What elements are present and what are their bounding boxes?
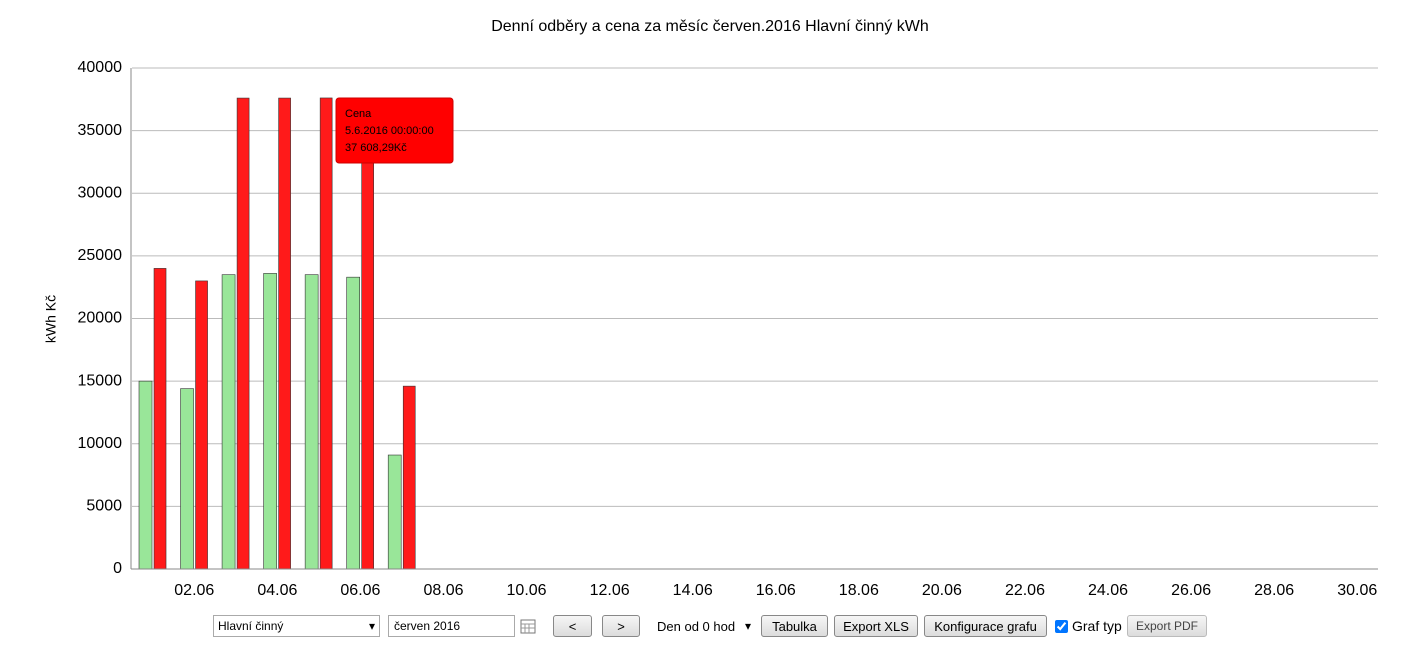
tooltip-value: 37 608,29Kč <box>345 142 407 154</box>
day-start-select[interactable]: Den od 0 hod ▾ <box>653 615 755 637</box>
dropdown-arrow: ▾ <box>744 619 751 633</box>
x-tick-label: 16.06 <box>756 582 796 599</box>
x-tick-label: 12.06 <box>590 582 630 599</box>
checkbox[interactable] <box>1055 619 1068 633</box>
tooltip-box <box>335 97 454 164</box>
y-axis-label: kWh Kč <box>43 295 59 343</box>
x-tick-label: 18.06 <box>839 582 879 599</box>
bar <box>319 97 333 570</box>
graph-type-text: Graf typ <box>1072 618 1122 634</box>
y-tick-label: 0 <box>113 560 122 577</box>
y-tick-label: 30000 <box>78 184 123 201</box>
prev-text: < <box>568 618 577 634</box>
chart-title: Denní odběry a cena za měsíc červen.2016… <box>491 18 929 35</box>
x-tick-label: 02.06 <box>174 582 214 599</box>
calendar-icon[interactable] <box>520 615 538 637</box>
x-tick-label: 10.06 <box>507 582 547 599</box>
button-text: Export PDF <box>1135 619 1198 633</box>
bar <box>195 280 208 570</box>
button-text: Konfigurace grafu <box>934 618 1037 634</box>
x-tick-label: 28.06 <box>1254 582 1294 599</box>
y-tick-label: 25000 <box>78 247 123 264</box>
export-pdf-button[interactable]: Export PDF <box>1127 615 1207 637</box>
y-tick-label: 40000 <box>78 59 123 76</box>
export-xls-button[interactable]: Export XLS <box>834 615 918 637</box>
tooltip: Cena 5.6.2016 00:00:00 37 608,29Kč <box>335 97 454 164</box>
bar <box>387 454 402 570</box>
x-tick-label: 06.06 <box>340 582 380 599</box>
meter-text: Hlavní činný <box>218 619 284 633</box>
button-text: Export XLS <box>843 618 909 634</box>
calendar-svg <box>520 619 536 634</box>
bar <box>278 97 291 570</box>
y-tick-label: 20000 <box>78 310 123 327</box>
bar <box>346 276 360 570</box>
x-tick-label: 26.06 <box>1171 582 1211 599</box>
bar <box>180 388 194 570</box>
x-tick-label: 08.06 <box>423 582 463 599</box>
next-button[interactable]: > <box>602 615 640 637</box>
table-button[interactable]: Tabulka <box>761 615 828 637</box>
prev-button[interactable]: < <box>553 615 592 637</box>
bar <box>402 385 416 570</box>
bar <box>304 274 319 570</box>
dropdown-arrow: ▾ <box>368 619 375 633</box>
x-tick-label: 14.06 <box>673 582 713 599</box>
bar <box>221 274 236 570</box>
month-text: červen 2016 <box>394 619 461 633</box>
x-tick-label: 20.06 <box>922 582 962 599</box>
y-tick-label: 35000 <box>78 122 123 139</box>
x-tick-label: 04.06 <box>257 582 297 599</box>
bar <box>138 380 153 570</box>
bar <box>236 97 250 570</box>
meter-select[interactable]: Hlavní činný ▾ <box>213 615 380 637</box>
tooltip-series: Cena <box>345 108 372 120</box>
bar <box>263 273 277 570</box>
tooltip-date: 5.6.2016 00:00:00 <box>345 125 434 137</box>
x-tick-label: 24.06 <box>1088 582 1128 599</box>
next-text: > <box>617 618 625 634</box>
bar <box>361 97 374 570</box>
config-button[interactable]: Konfigurace grafu <box>924 615 1047 637</box>
x-tick-label: 30.06 <box>1337 582 1377 599</box>
day-start-text: Den od 0 hod <box>657 618 736 634</box>
y-tick-label: 15000 <box>78 372 123 389</box>
button-text: Tabulka <box>772 618 817 634</box>
y-tick-label: 10000 <box>78 435 123 452</box>
graph-type-checkbox[interactable]: Graf typ <box>1055 615 1125 637</box>
bar <box>153 268 167 570</box>
y-tick-label: 5000 <box>86 498 122 515</box>
x-tick-label: 22.06 <box>1005 582 1045 599</box>
month-input[interactable]: červen 2016 <box>388 615 515 637</box>
